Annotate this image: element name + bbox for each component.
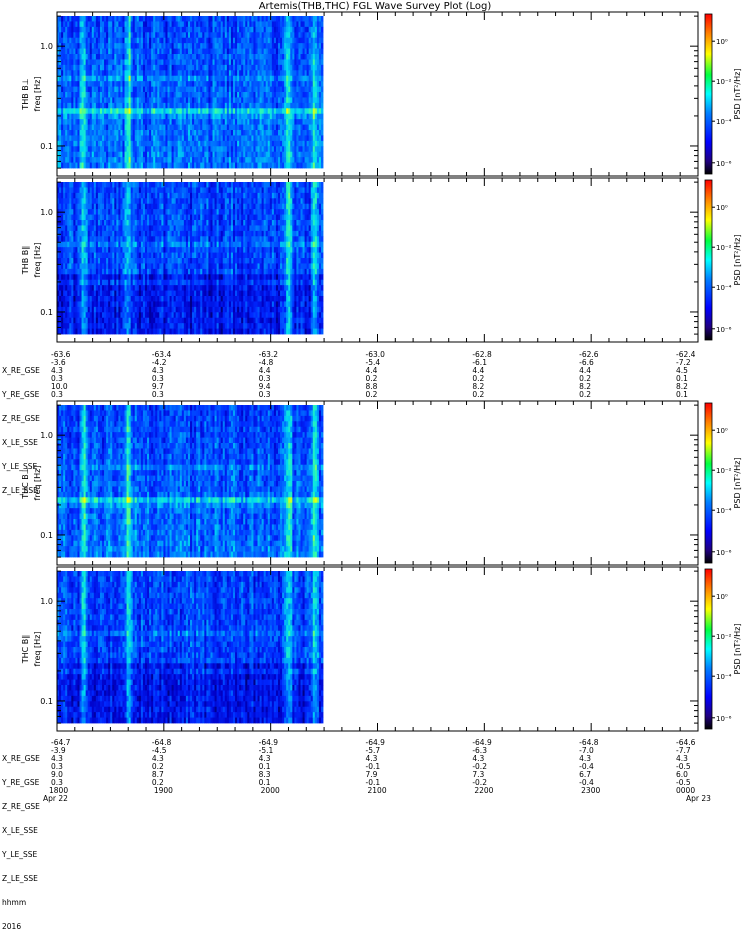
spectrogram-cell	[321, 32, 323, 38]
spectrogram-cell	[321, 141, 323, 147]
colorbar	[705, 14, 712, 174]
spectrogram-cell	[321, 65, 323, 71]
spectrogram-cell	[321, 157, 323, 163]
y-tick-label: 0.1	[40, 142, 53, 151]
spectrogram-cell	[321, 38, 323, 44]
spectrogram-cell	[321, 152, 323, 158]
spectrogram-cell	[321, 87, 323, 93]
spectrogram-cell	[321, 43, 323, 49]
spectrogram-cell	[321, 103, 323, 109]
spectrogram-cell	[321, 92, 323, 98]
spectrogram-cell	[321, 119, 323, 125]
spectrogram-cell	[321, 130, 323, 136]
spectrogram-cell	[321, 70, 323, 76]
spectrogram-cell	[321, 97, 323, 103]
spectrogram-cell	[321, 49, 323, 55]
spectrogram-cell	[321, 81, 323, 87]
spectrogram-cell	[321, 21, 323, 27]
spectrogram-cell	[321, 16, 323, 22]
spectrogram-cell	[321, 27, 323, 33]
y-tick-label: 1.0	[40, 42, 53, 51]
colorbar-tick-label: 10⁻²	[716, 78, 732, 86]
probe-label: THB B⊥	[21, 78, 30, 110]
spectrogram-cell	[321, 125, 323, 131]
spectrogram-cell	[321, 54, 323, 60]
spectrogram-cell	[321, 59, 323, 65]
colorbar-tick-label: 10⁻⁶	[716, 160, 732, 168]
spectrogram-cell	[321, 146, 323, 152]
spectrogram-cell	[321, 108, 323, 114]
colorbar-tick-label: 10⁻⁴	[716, 118, 732, 126]
spectrogram-cell	[321, 135, 323, 141]
spectrogram-cell	[321, 76, 323, 82]
colorbar-tick-label: 10⁰	[716, 38, 728, 46]
spectrogram-cell	[321, 114, 323, 120]
colorbar-label: PSD [nT²/Hz]	[733, 69, 742, 120]
y-axis-label: freq [Hz]	[33, 77, 42, 112]
spectrogram-cell	[321, 163, 323, 169]
